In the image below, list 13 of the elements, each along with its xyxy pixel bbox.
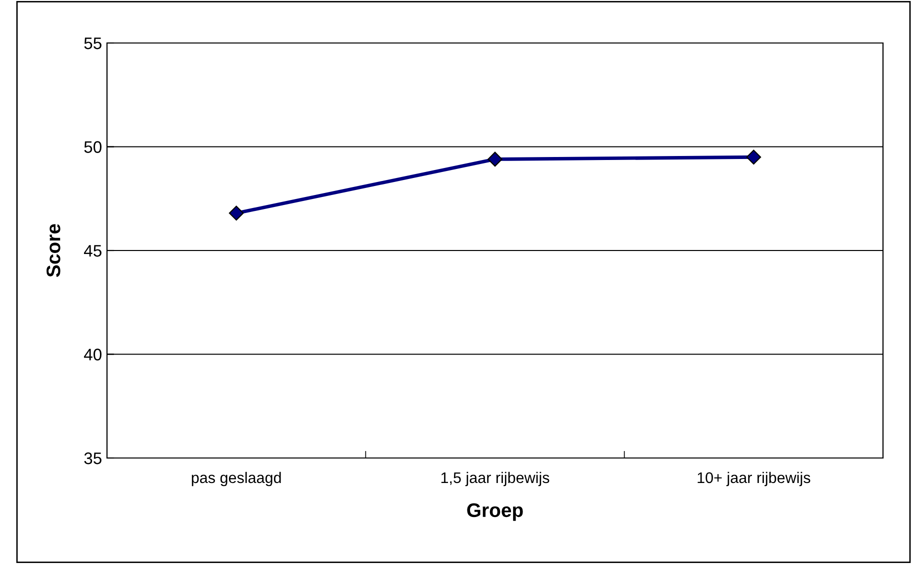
y-tick-label: 45 (84, 245, 102, 257)
y-tick-label: 40 (84, 348, 102, 360)
point (488, 152, 502, 167)
y-axis-title: Score (46, 224, 60, 277)
x-tick-label: pas geslaagd (192, 472, 281, 486)
x-tick-label: 1,5 jaar rijbewijs (441, 472, 550, 486)
point (746, 150, 762, 165)
y-tick-label: 35 (84, 452, 102, 464)
x-axis-title: Groep (467, 503, 523, 521)
x-tick-label: 10+ jaar rijbewijs (698, 472, 810, 486)
y-tick-label: 55 (84, 38, 102, 50)
point (228, 206, 244, 221)
y-tick-label: 50 (84, 141, 102, 153)
